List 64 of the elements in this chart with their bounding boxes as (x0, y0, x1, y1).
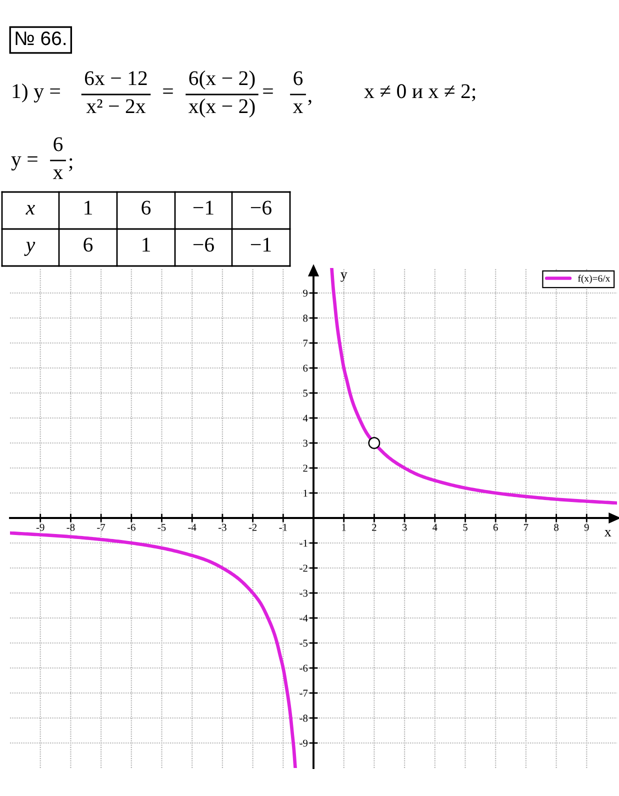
text: y = (11, 156, 38, 170)
x-tick-label: -5 (158, 524, 166, 531)
x-tick-label: -1 (279, 524, 287, 531)
text: 6 (54, 137, 63, 152)
y-tick-label: -2 (300, 564, 308, 572)
y-tick-label: -6 (300, 664, 308, 672)
y-tick-label: -9 (300, 740, 308, 747)
x-tick-label: -9 (36, 524, 44, 531)
text: x (52, 169, 63, 180)
text: x (292, 103, 303, 114)
x-tick-label: 9 (584, 524, 589, 531)
x-axis-title: x (604, 530, 612, 536)
text: x(x − 2) (188, 98, 255, 118)
y-tick-label: -3 (300, 590, 308, 597)
x-tick-label: 6 (493, 524, 498, 531)
x-tick-label: 2 (372, 524, 376, 531)
text: 1) y = (12, 84, 60, 102)
y-tick-label: -1 (300, 540, 308, 547)
y-tick-label: 8 (303, 314, 308, 322)
x-tick-label: 3 (402, 524, 407, 531)
x-tick-label: -8 (66, 524, 75, 531)
text: 6x − 12 (84, 71, 147, 86)
x-tick-label: 8 (554, 524, 559, 531)
text: 1 (84, 200, 92, 215)
legend-label: f(x)=6/x (578, 274, 610, 284)
y-tick-label: 5 (303, 390, 308, 397)
text: y (24, 242, 36, 256)
text: ; (69, 158, 72, 172)
y-tick-label: 3 (303, 440, 308, 447)
y-tick-label: -7 (300, 690, 308, 697)
text: 6(x − 2) (189, 70, 255, 90)
y-tick-label: -5 (300, 640, 308, 647)
y-tick-label: 6 (303, 364, 308, 372)
y-tick-label: -4 (300, 614, 308, 622)
x-tick-label: 5 (463, 524, 468, 531)
text: −6 (193, 238, 214, 252)
text: = (163, 88, 173, 94)
y-tick-label: 1 (304, 490, 308, 497)
x-tick-label: -4 (188, 524, 196, 531)
text: 6 (84, 238, 93, 252)
y-tick-label: 2 (303, 464, 308, 472)
text: −1 (250, 238, 271, 252)
text: 1 (142, 238, 150, 252)
y-tick-label: 7 (303, 340, 308, 347)
text: x ≠ 0 и x ≠ 2; (364, 84, 476, 102)
y-tick-label: 4 (302, 414, 308, 422)
text: −1 (193, 200, 214, 215)
x-tick-label: -7 (97, 524, 106, 531)
text: x² − 2x (86, 99, 146, 114)
text: = (263, 88, 273, 94)
x-tick-label: 1 (342, 524, 346, 531)
text: № 66. (16, 31, 66, 46)
text: , (308, 100, 312, 106)
text: 6 (142, 200, 151, 215)
x-tick-label: -2 (248, 524, 257, 531)
x-tick-label: -3 (218, 524, 226, 531)
text: x (26, 204, 35, 215)
y-tick-label: -8 (300, 714, 308, 722)
y-tick-label: 9 (303, 290, 308, 297)
x-tick-label: 7 (524, 524, 528, 531)
y-axis-title: y (340, 272, 348, 282)
text: −6 (250, 200, 272, 215)
x-tick-label: 4 (432, 524, 438, 531)
x-tick-label: -6 (127, 524, 136, 531)
